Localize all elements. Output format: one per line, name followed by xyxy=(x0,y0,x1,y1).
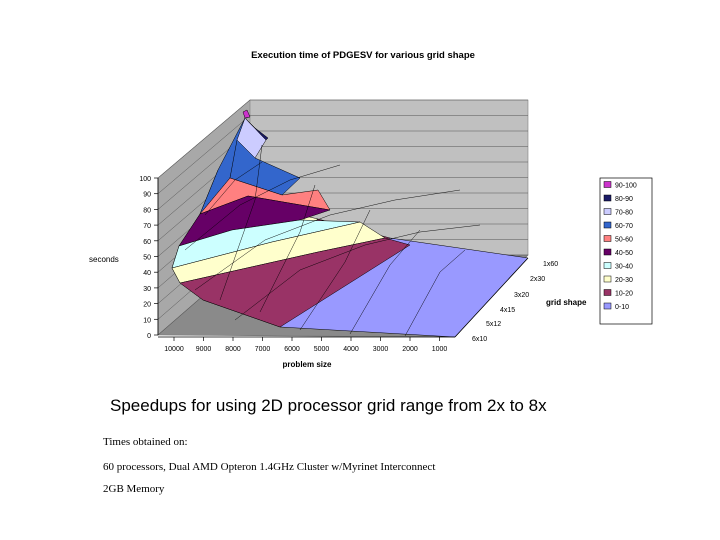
surface-mesh-line xyxy=(404,249,466,337)
gridline xyxy=(157,115,251,194)
surface-mesh-line xyxy=(349,229,421,335)
y-axis-label: seconds xyxy=(89,255,119,264)
y-tick-label: 70 xyxy=(143,223,151,230)
x-tick-label: 9000 xyxy=(196,346,212,353)
surface-mesh-line xyxy=(299,209,371,331)
legend-label: 30-40 xyxy=(615,264,633,271)
x-tick-label: 10000 xyxy=(164,346,184,353)
surface-chart: Execution time of PDGESV for various gri… xyxy=(89,50,653,369)
legend-label: 0-10 xyxy=(615,304,629,311)
x-tick-label: 5000 xyxy=(314,346,330,353)
legend: 90-100 80-90 70-80 60-70 50-60 40-50 30-40 20-3… xyxy=(603,181,637,311)
legend-swatch xyxy=(603,289,612,296)
depth-tick-label: 6x10 xyxy=(472,336,487,343)
x-tick-label: 6000 xyxy=(284,346,300,353)
legend-label: 40-50 xyxy=(615,250,633,257)
gridline xyxy=(157,99,251,179)
depth-axis-ticks: 1x60 2x30 3x20 4x15 5x12 6x10 xyxy=(472,261,558,343)
band-80-90-patch xyxy=(244,117,269,141)
depth-axis-line xyxy=(454,257,529,338)
depth-tick-label: 2x30 xyxy=(530,276,545,283)
legend-label: 90-100 xyxy=(615,183,637,190)
x-axis-ticks: 10000 9000 8000 7000 6000 5000 4000 3000 2000 100… xyxy=(164,337,447,353)
y-tick-label: 90 xyxy=(143,192,151,199)
x-tick-label: 4000 xyxy=(343,346,359,353)
y-tick-label: 20 xyxy=(143,302,151,309)
y-tick-label: 40 xyxy=(143,270,151,277)
surface-mesh-line xyxy=(259,184,316,313)
legend-swatch xyxy=(603,262,612,269)
note-line-2: 60 processors, Dual AMD Opteron 1.4GHz C… xyxy=(103,461,436,473)
surface-mesh-line xyxy=(219,144,263,301)
legend-label: 60-70 xyxy=(615,223,633,230)
y-tick-label: 10 xyxy=(143,317,151,324)
chart-title: Execution time of PDGESV for various gri… xyxy=(251,50,475,61)
depth-tick-label: 5x12 xyxy=(486,321,501,328)
y-axis-ticks: 0 10 20 30 40 50 60 70 80 90 100 xyxy=(139,176,158,340)
surface-mesh-line xyxy=(204,161,263,216)
legend-swatch xyxy=(603,275,612,283)
x-tick-label: 1000 xyxy=(432,346,448,353)
surface-mesh-line xyxy=(234,224,481,321)
band-10-20-patch xyxy=(179,237,411,328)
y-tick-label: 100 xyxy=(139,176,151,183)
note-line-3: 2GB Memory xyxy=(103,483,165,495)
legend-swatch xyxy=(603,248,612,256)
surface-plot xyxy=(171,109,529,338)
legend-swatch xyxy=(603,221,612,229)
x-tick-label: 2000 xyxy=(402,346,418,353)
depth-tick-label: 4x15 xyxy=(500,307,515,314)
legend-swatch xyxy=(603,194,612,202)
depth-tick-label: 3x20 xyxy=(514,292,529,299)
legend-label: 20-30 xyxy=(615,277,633,284)
caption: Speedups for using 2D processor grid ran… xyxy=(110,396,547,415)
depth-tick-label: 1x60 xyxy=(543,261,558,268)
y-tick-label: 60 xyxy=(143,239,151,246)
legend-label: 50-60 xyxy=(615,237,633,244)
surface-mesh-line xyxy=(194,189,461,291)
y-tick-label: 80 xyxy=(143,207,151,214)
band-60-70-patch xyxy=(229,139,301,196)
x-tick-label: 7000 xyxy=(255,346,271,353)
surface-mesh-line xyxy=(184,164,341,251)
x-axis-label: problem size xyxy=(283,360,332,369)
y-tick-label: 50 xyxy=(143,255,151,262)
legend-box xyxy=(599,177,653,325)
band-90-100-patch xyxy=(242,109,251,119)
legend-label: 70-80 xyxy=(615,210,633,217)
y-tick-label: 0 xyxy=(147,333,151,340)
legend-label: 80-90 xyxy=(615,196,633,203)
x-tick-label: 3000 xyxy=(373,346,389,353)
legend-label: 10-20 xyxy=(615,291,633,298)
x-tick-label: 8000 xyxy=(225,346,241,353)
legend-swatch xyxy=(603,208,612,215)
depth-axis-label: grid shape xyxy=(546,298,587,307)
legend-swatch xyxy=(603,302,612,310)
note-line-1: Times obtained on: xyxy=(103,436,188,448)
legend-swatch xyxy=(603,181,612,188)
legend-swatch xyxy=(603,235,612,242)
y-tick-label: 30 xyxy=(143,286,151,293)
